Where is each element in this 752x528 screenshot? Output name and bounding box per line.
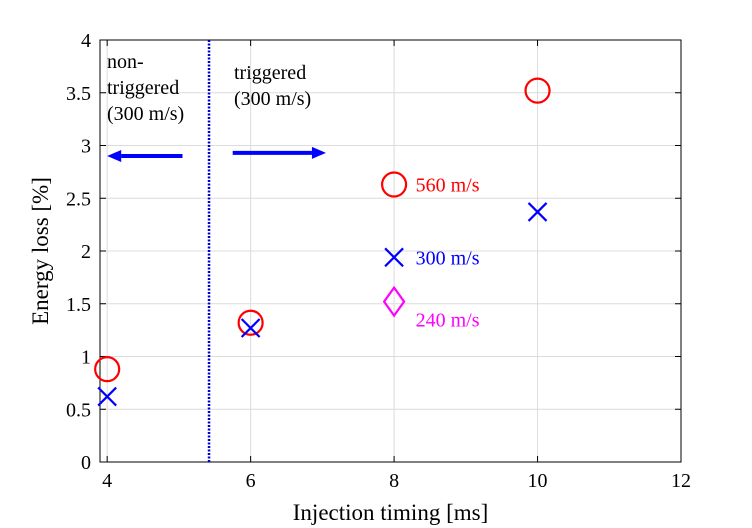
non-triggered-label-line: (300 m/s) bbox=[107, 103, 184, 125]
arrow-right-head bbox=[311, 146, 326, 159]
marker-560ms-circle bbox=[524, 77, 551, 104]
y-tick-label: 4 bbox=[81, 30, 91, 52]
y-tick-label: 1.5 bbox=[66, 294, 91, 316]
x-tick-label: 6 bbox=[246, 470, 256, 492]
marker-300ms-cross bbox=[384, 247, 404, 268]
triggered-label-line: triggered bbox=[234, 62, 306, 84]
x-tick-label: 12 bbox=[671, 470, 691, 492]
grid bbox=[100, 39, 682, 463]
y-axis-title: Energy loss [%] bbox=[28, 177, 53, 325]
y-tick-label: 1 bbox=[81, 347, 91, 369]
speed-label: 300 m/s bbox=[416, 247, 480, 269]
marker-560ms-circle bbox=[380, 171, 408, 198]
y-tick-label: 0 bbox=[81, 452, 91, 474]
x-tick-label: 4 bbox=[102, 470, 112, 492]
non-triggered-label-line: triggered bbox=[107, 77, 179, 99]
x-tick-label: 8 bbox=[389, 470, 399, 492]
x-tick-label: 10 bbox=[528, 470, 548, 492]
y-tick-label: 3 bbox=[81, 136, 91, 158]
marker-560ms-circle bbox=[94, 356, 121, 383]
y-tick-label: 0.5 bbox=[66, 399, 91, 421]
axis-ticks: 4 6 8 10 12 0 0.5 1 1.5 2 2.5 3 3.5 4 bbox=[66, 30, 691, 492]
non-triggered-label-line: non- bbox=[107, 51, 144, 73]
direction-arrows bbox=[107, 146, 326, 163]
annotation-labels: non-triggered (300 m/s) triggered (300 m/s)… bbox=[107, 51, 480, 332]
speed-label: 240 m/s bbox=[416, 310, 480, 332]
y-tick-label: 2 bbox=[81, 241, 91, 263]
marker-560ms-circle bbox=[237, 309, 264, 336]
y-tick-label: 2.5 bbox=[66, 188, 91, 210]
data-markers bbox=[94, 77, 551, 407]
x-axis-title: Injection timing [ms] bbox=[293, 500, 488, 525]
y-tick-label: 3.5 bbox=[66, 83, 91, 105]
triggered-label-line: (300 m/s) bbox=[234, 88, 311, 110]
marker-240ms-diamond bbox=[382, 285, 406, 318]
speed-label: 560 m/s bbox=[416, 175, 480, 197]
arrow-left-head bbox=[107, 150, 122, 163]
marker-300ms-cross bbox=[97, 386, 117, 407]
marker-300ms-cross bbox=[240, 318, 261, 338]
marker-300ms-cross bbox=[527, 202, 548, 222]
